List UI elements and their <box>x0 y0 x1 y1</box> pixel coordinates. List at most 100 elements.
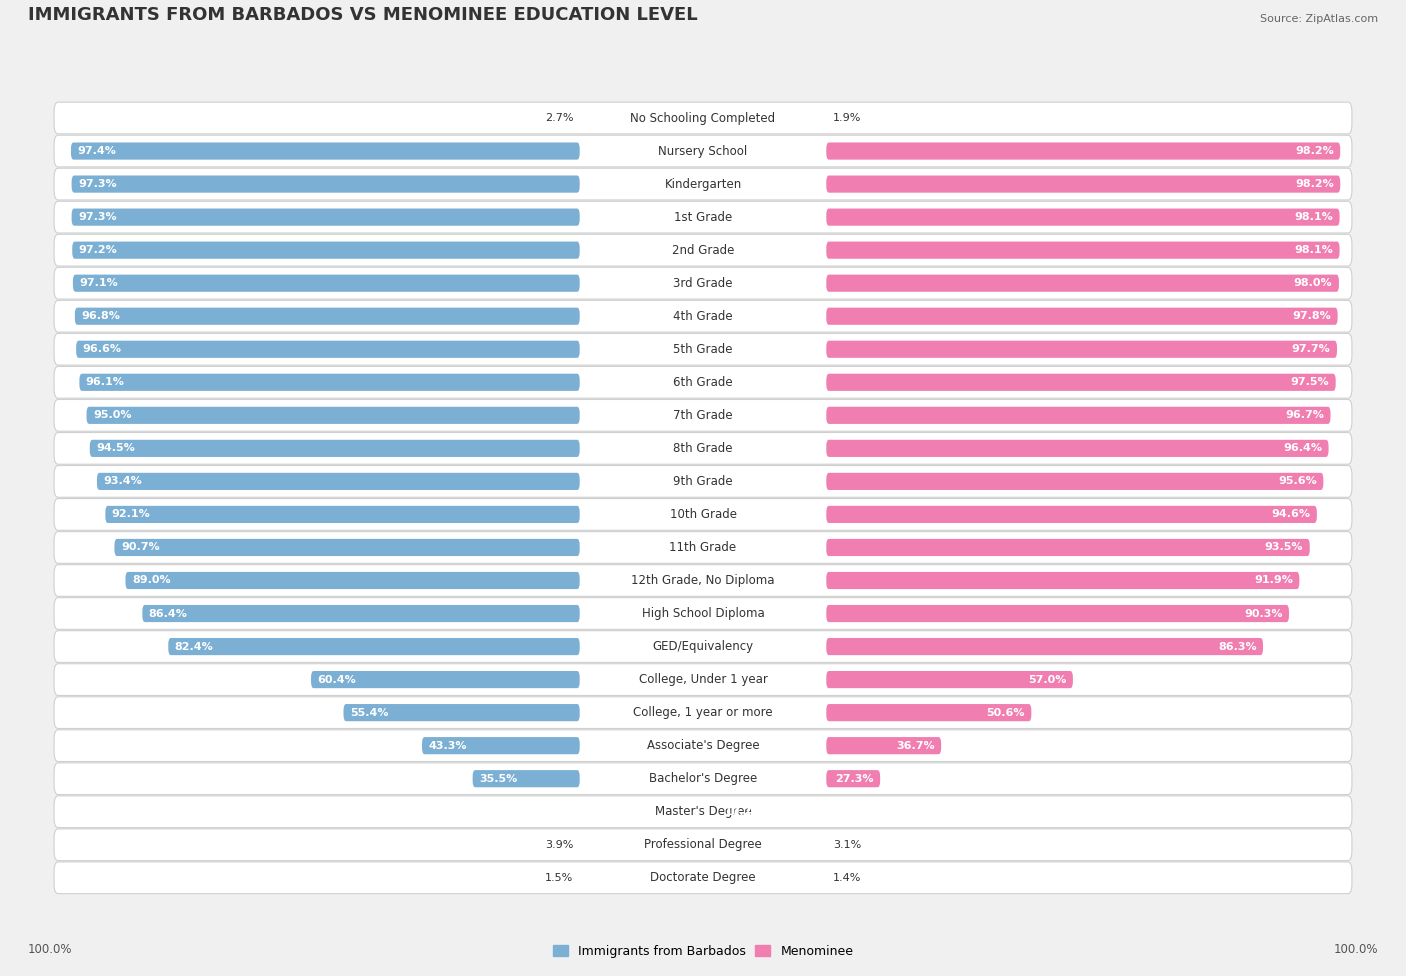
FancyBboxPatch shape <box>53 664 1353 696</box>
Text: 98.1%: 98.1% <box>1295 245 1333 255</box>
FancyBboxPatch shape <box>53 532 1353 563</box>
FancyBboxPatch shape <box>53 267 1353 299</box>
Text: 11th Grade: 11th Grade <box>669 541 737 554</box>
Text: 94.6%: 94.6% <box>1271 509 1310 519</box>
Text: 97.7%: 97.7% <box>1292 345 1330 354</box>
Text: 89.0%: 89.0% <box>132 576 170 586</box>
Text: 98.0%: 98.0% <box>1294 278 1333 288</box>
Text: 97.3%: 97.3% <box>79 179 117 189</box>
Text: 10.2%: 10.2% <box>724 807 762 817</box>
FancyBboxPatch shape <box>827 176 1340 192</box>
FancyBboxPatch shape <box>827 142 1340 160</box>
Text: 91.9%: 91.9% <box>1254 576 1294 586</box>
Text: 96.1%: 96.1% <box>86 378 125 387</box>
Text: 4th Grade: 4th Grade <box>673 309 733 323</box>
Text: 36.7%: 36.7% <box>896 741 935 751</box>
FancyBboxPatch shape <box>79 374 579 390</box>
FancyBboxPatch shape <box>53 366 1353 398</box>
FancyBboxPatch shape <box>53 565 1353 596</box>
FancyBboxPatch shape <box>827 274 1339 292</box>
Text: 100.0%: 100.0% <box>28 943 73 956</box>
Text: 96.6%: 96.6% <box>83 345 122 354</box>
FancyBboxPatch shape <box>53 234 1353 266</box>
Text: 3.9%: 3.9% <box>546 839 574 850</box>
Text: 100.0%: 100.0% <box>1333 943 1378 956</box>
Text: College, Under 1 year: College, Under 1 year <box>638 673 768 686</box>
Text: 97.3%: 97.3% <box>79 212 117 223</box>
FancyBboxPatch shape <box>125 572 579 590</box>
Text: 35.5%: 35.5% <box>479 774 517 784</box>
Text: 50.6%: 50.6% <box>987 708 1025 717</box>
FancyBboxPatch shape <box>827 209 1340 225</box>
FancyBboxPatch shape <box>827 638 1263 655</box>
FancyBboxPatch shape <box>53 730 1353 761</box>
FancyBboxPatch shape <box>53 795 1353 828</box>
Text: 97.1%: 97.1% <box>79 278 118 288</box>
Text: 2nd Grade: 2nd Grade <box>672 244 734 257</box>
Text: 90.7%: 90.7% <box>121 543 159 552</box>
Text: College, 1 year or more: College, 1 year or more <box>633 706 773 719</box>
Text: 93.4%: 93.4% <box>104 476 142 486</box>
FancyBboxPatch shape <box>53 399 1353 431</box>
FancyBboxPatch shape <box>53 466 1353 497</box>
Text: 98.2%: 98.2% <box>1295 146 1334 156</box>
FancyBboxPatch shape <box>70 142 579 160</box>
FancyBboxPatch shape <box>53 301 1353 332</box>
Text: 97.2%: 97.2% <box>79 245 118 255</box>
FancyBboxPatch shape <box>53 829 1353 861</box>
FancyBboxPatch shape <box>827 737 941 754</box>
Text: Associate's Degree: Associate's Degree <box>647 739 759 752</box>
FancyBboxPatch shape <box>311 671 579 688</box>
FancyBboxPatch shape <box>76 341 579 358</box>
FancyBboxPatch shape <box>827 572 1299 590</box>
Text: 96.4%: 96.4% <box>1284 443 1322 454</box>
Text: 3.1%: 3.1% <box>832 839 860 850</box>
Text: 57.0%: 57.0% <box>1028 674 1066 684</box>
FancyBboxPatch shape <box>827 440 1329 457</box>
FancyBboxPatch shape <box>169 638 579 655</box>
FancyBboxPatch shape <box>97 472 579 490</box>
Text: 1.4%: 1.4% <box>832 873 860 883</box>
Text: 1st Grade: 1st Grade <box>673 211 733 224</box>
FancyBboxPatch shape <box>53 136 1353 167</box>
Text: 92.1%: 92.1% <box>112 509 150 519</box>
Text: Nursery School: Nursery School <box>658 144 748 157</box>
Text: No Schooling Completed: No Schooling Completed <box>630 111 776 125</box>
FancyBboxPatch shape <box>90 440 579 457</box>
Text: 82.4%: 82.4% <box>174 641 214 652</box>
FancyBboxPatch shape <box>53 697 1353 728</box>
FancyBboxPatch shape <box>827 374 1336 390</box>
FancyBboxPatch shape <box>72 242 579 259</box>
FancyBboxPatch shape <box>53 499 1353 530</box>
Text: 55.4%: 55.4% <box>350 708 388 717</box>
FancyBboxPatch shape <box>343 704 579 721</box>
Text: 96.7%: 96.7% <box>1285 410 1324 421</box>
Text: 7th Grade: 7th Grade <box>673 409 733 422</box>
Text: 95.0%: 95.0% <box>93 410 132 421</box>
Text: 98.1%: 98.1% <box>1295 212 1333 223</box>
Text: 2.7%: 2.7% <box>544 113 574 123</box>
FancyBboxPatch shape <box>827 407 1330 424</box>
FancyBboxPatch shape <box>53 630 1353 663</box>
Text: Bachelor's Degree: Bachelor's Degree <box>650 772 756 786</box>
FancyBboxPatch shape <box>827 472 1323 490</box>
Text: Professional Degree: Professional Degree <box>644 838 762 851</box>
Text: 93.5%: 93.5% <box>1265 543 1303 552</box>
Text: High School Diploma: High School Diploma <box>641 607 765 620</box>
FancyBboxPatch shape <box>827 539 1310 556</box>
Text: 97.4%: 97.4% <box>77 146 117 156</box>
FancyBboxPatch shape <box>422 737 579 754</box>
Text: 3rd Grade: 3rd Grade <box>673 276 733 290</box>
Text: 95.6%: 95.6% <box>1278 476 1317 486</box>
FancyBboxPatch shape <box>53 763 1353 794</box>
FancyBboxPatch shape <box>53 432 1353 465</box>
Text: 6th Grade: 6th Grade <box>673 376 733 388</box>
FancyBboxPatch shape <box>72 176 579 192</box>
FancyBboxPatch shape <box>827 242 1340 259</box>
Text: IMMIGRANTS FROM BARBADOS VS MENOMINEE EDUCATION LEVEL: IMMIGRANTS FROM BARBADOS VS MENOMINEE ED… <box>28 6 697 24</box>
Text: 86.3%: 86.3% <box>1218 641 1257 652</box>
Text: 27.3%: 27.3% <box>835 774 873 784</box>
FancyBboxPatch shape <box>53 201 1353 233</box>
Text: 5th Grade: 5th Grade <box>673 343 733 356</box>
Text: Source: ZipAtlas.com: Source: ZipAtlas.com <box>1260 15 1378 24</box>
